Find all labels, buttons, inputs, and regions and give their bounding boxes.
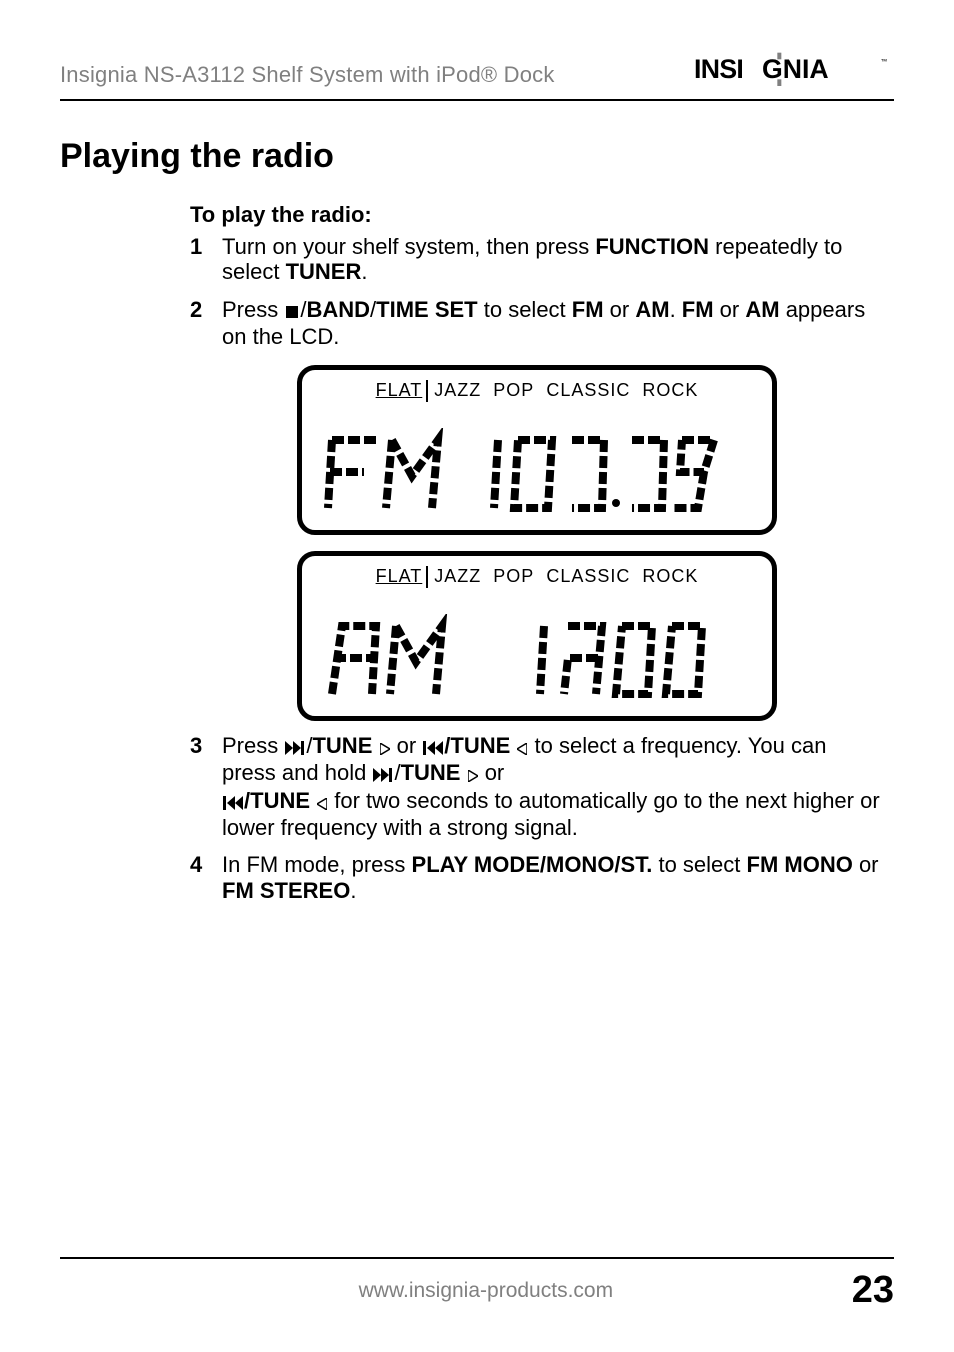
- insignia-logo-icon: INSI GNIA ™: [694, 50, 894, 90]
- eq-labels: FLAT JAZZ POP CLASSIC ROCK: [302, 566, 772, 588]
- text: .: [350, 878, 356, 903]
- text-bold: BAND: [306, 297, 370, 322]
- step-number: 4: [190, 852, 222, 903]
- section-heading: Playing the radio: [60, 137, 894, 176]
- text-bold: TUNE: [312, 733, 372, 758]
- step-text: Press /BAND/TIME SET to select FM or AM.…: [222, 297, 884, 350]
- next-icon: [373, 762, 393, 787]
- prev-icon: [223, 790, 243, 815]
- text: .: [670, 297, 682, 322]
- procedure-heading: To play the radio:: [190, 202, 884, 228]
- text: to select: [478, 297, 572, 322]
- footer-page-number: 23: [852, 1269, 894, 1312]
- svg-text:INSI: INSI: [694, 54, 743, 84]
- eq-classic: CLASSIC: [546, 380, 630, 400]
- text-bold: TUNER: [286, 259, 362, 284]
- svg-text:GNIA: GNIA: [762, 54, 829, 84]
- divider: [426, 380, 428, 402]
- lcd-illustrations: FLAT JAZZ POP CLASSIC ROCK: [190, 365, 884, 721]
- text: .: [361, 259, 367, 284]
- text: or: [714, 297, 746, 322]
- stop-icon: [285, 299, 299, 324]
- eq-pop: POP: [493, 380, 534, 400]
- svg-text:™: ™: [881, 58, 888, 65]
- eq-jazz: JAZZ: [434, 380, 481, 400]
- step-row: 1 Turn on your shelf system, then press …: [190, 234, 884, 285]
- footer-url: www.insignia-products.com: [60, 1279, 852, 1303]
- page-header: Insignia NS-A3112 Shelf System with iPod…: [60, 50, 894, 101]
- seg-band-am: [320, 614, 470, 704]
- divider: [426, 566, 428, 588]
- step-number: 3: [190, 733, 222, 840]
- page-footer: www.insignia-products.com 23: [60, 1257, 894, 1312]
- eq-labels: FLAT JAZZ POP CLASSIC ROCK: [302, 380, 772, 402]
- text: In FM mode, press: [222, 852, 412, 877]
- text: to select: [652, 852, 746, 877]
- text: Press: [222, 297, 284, 322]
- play-left-icon: [317, 790, 327, 815]
- text: or: [479, 760, 505, 785]
- step-text: Press /TUNE or /TUNE to select a frequen…: [222, 733, 884, 840]
- eq-jazz: JAZZ: [434, 566, 481, 586]
- brand-logo: INSI GNIA ™: [694, 50, 894, 95]
- lcd-main-row: [320, 428, 754, 518]
- text: or: [604, 297, 636, 322]
- lcd-panel-fm: FLAT JAZZ POP CLASSIC ROCK: [297, 365, 777, 535]
- step-row: 2 Press /BAND/TIME SET to select FM or A…: [190, 297, 884, 350]
- text-bold: AM: [745, 297, 779, 322]
- step-row: 3 Press /TUNE or /TUNE to select a frequ…: [190, 733, 884, 840]
- text-bold: TUNE: [450, 733, 510, 758]
- eq-pop: POP: [493, 566, 534, 586]
- text: or: [853, 852, 879, 877]
- step-text: Turn on your shelf system, then press FU…: [222, 234, 884, 285]
- eq-classic: CLASSIC: [546, 566, 630, 586]
- play-left-icon: [517, 735, 527, 760]
- text: or: [391, 733, 423, 758]
- text-bold: PLAY MODE/MONO/ST.: [412, 852, 653, 877]
- play-right-icon: [380, 735, 390, 760]
- step-number: 1: [190, 234, 222, 285]
- play-right-icon: [468, 762, 478, 787]
- text-bold: FM: [682, 297, 714, 322]
- seg-band-fm: [320, 428, 460, 518]
- text-bold: FM: [572, 297, 604, 322]
- text-bold: TUNE: [401, 760, 461, 785]
- content-body: To play the radio: 1 Turn on your shelf …: [60, 202, 894, 915]
- eq-rock: ROCK: [642, 380, 698, 400]
- text-bold: TUNE: [250, 788, 310, 813]
- text: Press: [222, 733, 284, 758]
- seg-freq-fm: [474, 428, 754, 518]
- text-bold: FM MONO: [747, 852, 853, 877]
- text-bold: TIME SET: [376, 297, 477, 322]
- step-row: 4 In FM mode, press PLAY MODE/MONO/ST. t…: [190, 852, 884, 903]
- lcd-panel-am: FLAT JAZZ POP CLASSIC ROCK: [297, 551, 777, 721]
- prev-icon: [423, 735, 443, 760]
- text-bold: FM STEREO: [222, 878, 350, 903]
- eq-flat: FLAT: [376, 566, 427, 586]
- next-icon: [285, 735, 305, 760]
- lcd-main-row: [320, 614, 754, 704]
- eq-flat: FLAT: [376, 380, 427, 400]
- seg-freq-am: [514, 614, 754, 704]
- eq-rock: ROCK: [642, 566, 698, 586]
- text: Turn on your shelf system, then press: [222, 234, 595, 259]
- header-product-title: Insignia NS-A3112 Shelf System with iPod…: [60, 50, 555, 88]
- step-number: 2: [190, 297, 222, 350]
- text-bold: FUNCTION: [595, 234, 709, 259]
- text-bold: AM: [635, 297, 669, 322]
- step-text: In FM mode, press PLAY MODE/MONO/ST. to …: [222, 852, 884, 903]
